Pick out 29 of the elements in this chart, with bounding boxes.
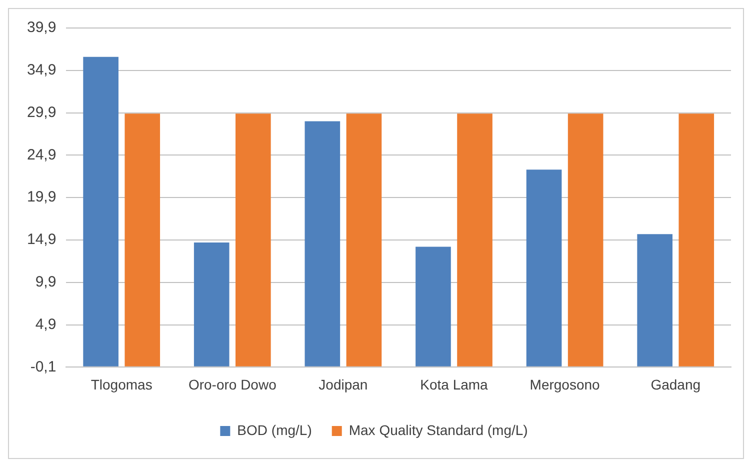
bar bbox=[637, 234, 672, 366]
y-tick-label: 39,9 bbox=[26, 19, 56, 36]
x-tick-label: Mergosono bbox=[530, 376, 600, 392]
y-tick-label: 19,9 bbox=[26, 188, 56, 206]
y-tick-label: 4,9 bbox=[35, 316, 56, 333]
bar bbox=[457, 114, 492, 366]
x-tick-label: Jodipan bbox=[318, 376, 368, 392]
bar bbox=[194, 242, 230, 366]
legend-label: Max Quality Standard (mg/L) bbox=[348, 422, 528, 438]
bar bbox=[678, 114, 714, 366]
y-tick-label: 29,9 bbox=[26, 104, 56, 121]
legend-label: BOD (mg/L) bbox=[237, 422, 312, 438]
x-tick-label: Tlogomas bbox=[90, 376, 152, 392]
y-tick-label: 34,9 bbox=[26, 62, 56, 79]
bar bbox=[304, 121, 340, 366]
bar bbox=[124, 114, 160, 366]
y-tick-label: -0,1 bbox=[30, 358, 56, 376]
y-tick-label: 24,9 bbox=[26, 146, 56, 164]
y-tick-label: 9,9 bbox=[35, 274, 56, 291]
x-tick-label: Oro-oro Dowo bbox=[188, 376, 277, 392]
bar bbox=[416, 246, 451, 366]
bar bbox=[526, 170, 562, 366]
x-tick-label: Kota Lama bbox=[420, 376, 488, 392]
bar bbox=[346, 114, 382, 366]
bar bbox=[236, 114, 271, 366]
bar bbox=[83, 56, 118, 366]
y-tick-label: 14,9 bbox=[26, 231, 56, 248]
bar bbox=[568, 114, 604, 366]
x-tick-label: Gadang bbox=[650, 376, 701, 392]
